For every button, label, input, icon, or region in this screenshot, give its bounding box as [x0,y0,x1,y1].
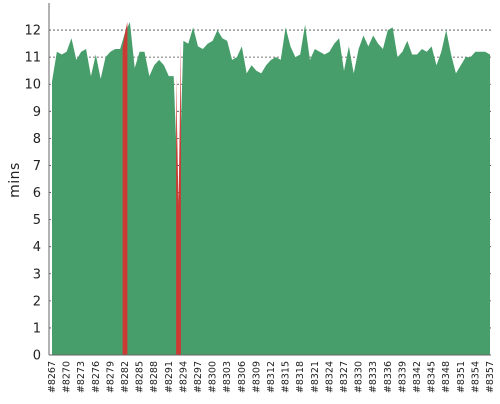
x-tick-label-8267: #8267 [47,361,58,393]
y-tick-label-6: 6 [33,186,41,201]
x-tick-label-8357: #8357 [485,361,496,393]
x-tick-label-8306: #8306 [237,361,248,393]
y-axis-title: mins [7,162,23,198]
y-tick-label-9: 9 [33,105,41,120]
y-tick-label-7: 7 [33,159,41,174]
x-tick-label-8309: #8309 [251,361,262,393]
y-tick-label-1: 1 [33,321,41,336]
x-tick-labels: #8267 #8270 #8273 #8276 #8279 #8282 #8285 #8288… [47,361,496,393]
x-tick-label-8288: #8288 [149,361,160,393]
x-tick-label-8297: #8297 [193,361,204,393]
failed-build-8293 [176,40,181,356]
x-tick-label-8333: #8333 [368,361,379,393]
x-tick-label-8315: #8315 [281,361,292,393]
x-tick-label-8282: #8282 [120,361,131,393]
y-tick-label-5: 5 [33,213,41,228]
y-tick-label-8: 8 [33,132,41,147]
x-tick-label-8300: #8300 [208,361,219,393]
x-tick-label-8279: #8279 [105,361,116,393]
x-tick-label-8285: #8285 [135,361,146,393]
y-tick-label-2: 2 [33,294,41,309]
x-tick-label-8348: #8348 [441,361,452,393]
duration-area [52,21,490,355]
x-tick-label-8339: #8339 [397,361,408,393]
x-tick-label-8351: #8351 [456,361,467,393]
x-tick-label-8270: #8270 [62,361,73,393]
x-tick-label-8342: #8342 [412,361,423,393]
y-tick-label-10: 10 [24,78,41,93]
x-tick-label-8303: #8303 [222,361,233,393]
y-tick-label-4: 4 [33,240,41,255]
x-tick-label-8273: #8273 [76,361,87,393]
x-tick-label-8354: #8354 [470,361,481,393]
y-tick-label-12: 12 [24,24,41,39]
area-layer [52,21,490,356]
y-tick-label-0: 0 [33,349,41,364]
failed-build-8282 [122,21,128,355]
x-tick-label-8294: #8294 [178,361,189,393]
y-tick-label-3: 3 [33,267,41,282]
x-tick-label-8345: #8345 [427,361,438,393]
x-tick-label-8312: #8312 [266,361,277,393]
x-tick-label-8276: #8276 [91,361,102,393]
x-tick-label-8321: #8321 [310,361,321,393]
axis-layer [48,3,491,356]
y-tick-label-11: 11 [24,51,41,66]
x-tick-label-8336: #8336 [383,361,394,393]
x-tick-label-8330: #8330 [354,361,365,393]
x-tick-label-8291: #8291 [164,361,175,393]
x-tick-label-8324: #8324 [324,361,335,393]
x-tick-label-8318: #8318 [295,361,306,393]
x-tick-label-8327: #8327 [339,361,350,393]
